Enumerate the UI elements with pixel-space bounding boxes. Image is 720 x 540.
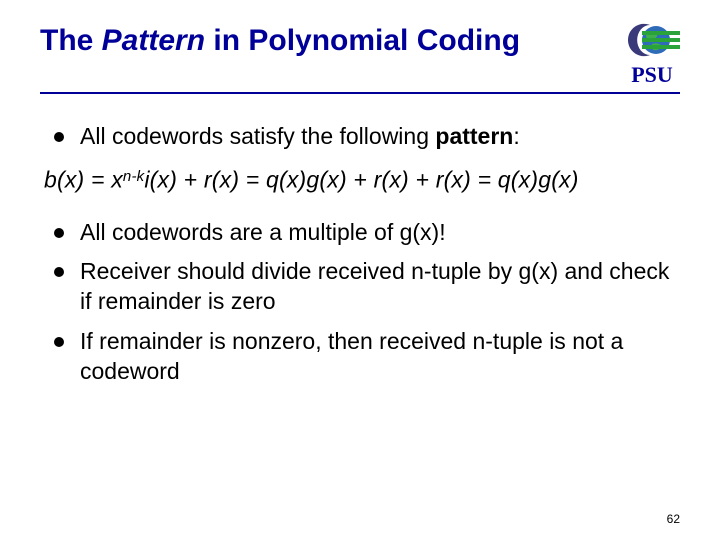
bullet-list-bottom: All codewords are a multiple of g(x)! Re… [40,218,680,387]
page-number: 62 [667,512,680,526]
bullet-text: If remainder is nonzero, then received n… [80,328,623,384]
bullet-text-bold: pattern [435,123,513,149]
title-pre: The [40,24,102,57]
list-item: All codewords satisfy the following patt… [54,122,680,152]
title-em: Pattern [102,24,205,57]
list-item: If remainder is nonzero, then received n… [54,327,680,387]
list-item: Receiver should divide received n-tuple … [54,257,680,317]
bullet-text-pre: All codewords satisfy the following [80,123,435,149]
equation: b(x) = xn-ki(x) + r(x) = q(x)g(x) + r(x)… [40,166,680,194]
bullet-text-post: : [513,123,519,149]
globe-logo-icon [624,20,680,60]
bullet-text: All codewords are a multiple of g(x)! [80,219,446,245]
title-row: The Pattern in Polynomial Coding PSU [40,24,680,88]
eqn-sup: n-k [123,168,144,185]
title-rule [40,92,680,94]
eqn-rhs: i(x) + r(x) = q(x)g(x) + r(x) + r(x) = q… [144,167,578,193]
bullet-list-top: All codewords satisfy the following patt… [40,122,680,152]
psu-label: PSU [631,62,673,88]
title-post: in Polynomial Coding [205,24,520,57]
list-item: All codewords are a multiple of g(x)! [54,218,680,248]
slide-title: The Pattern in Polynomial Coding [40,24,520,59]
logo-block: PSU [624,20,680,88]
eqn-lhs: b(x) = x [44,167,123,193]
bullet-text: Receiver should divide received n-tuple … [80,258,669,314]
